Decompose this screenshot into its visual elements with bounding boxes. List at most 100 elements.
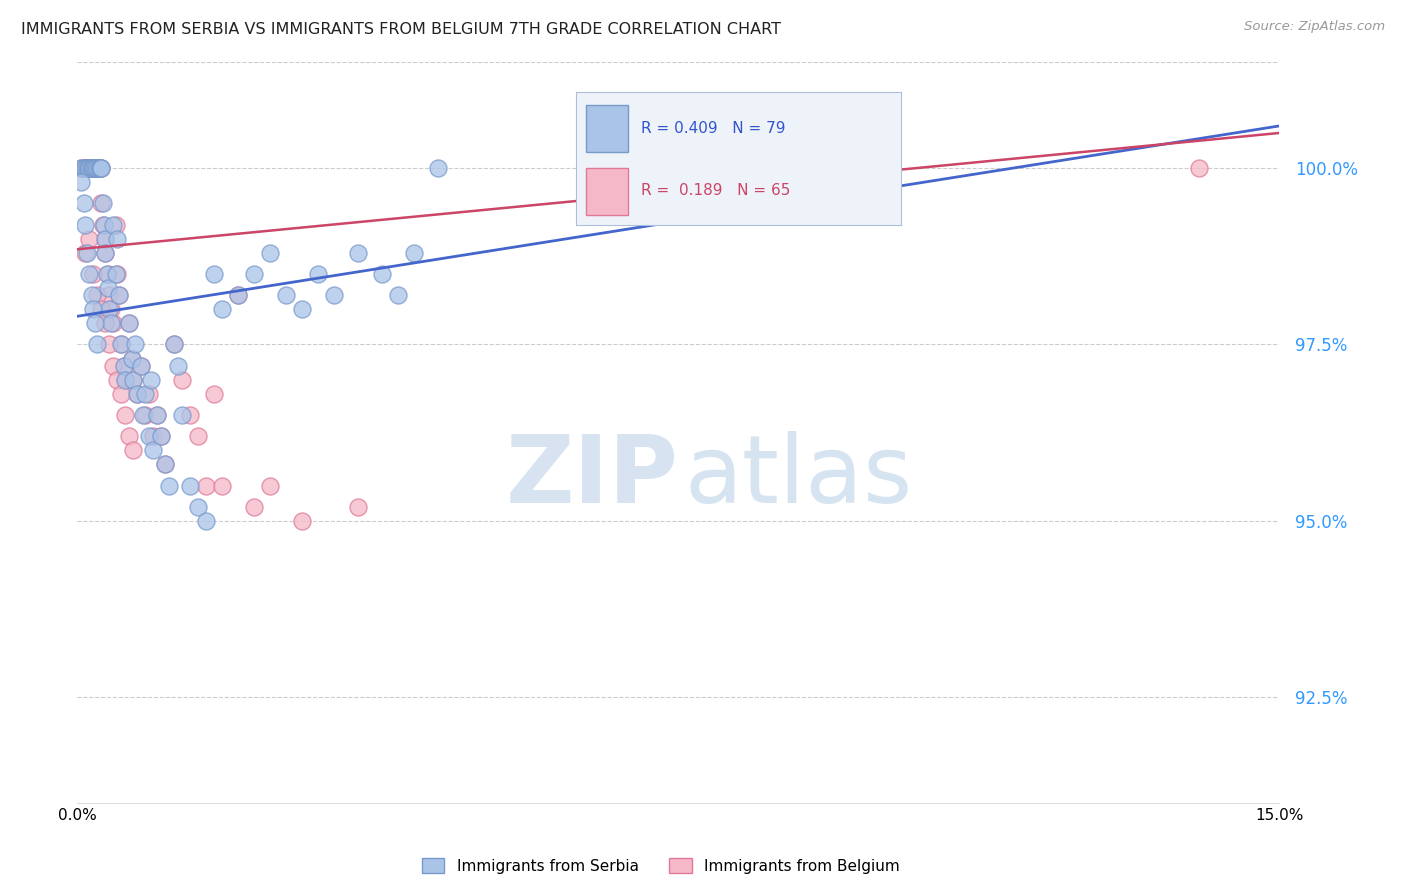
Point xyxy=(226,288,249,302)
Point xyxy=(104,218,127,232)
Point xyxy=(124,337,146,351)
Point xyxy=(73,196,96,211)
Point xyxy=(86,161,108,176)
Point xyxy=(75,161,97,176)
Point xyxy=(134,387,156,401)
Point xyxy=(122,373,145,387)
Point xyxy=(202,387,225,401)
Point xyxy=(211,302,233,317)
Point xyxy=(118,429,141,443)
Point xyxy=(118,316,141,330)
Point xyxy=(82,161,104,176)
Point xyxy=(187,500,209,514)
Point xyxy=(108,288,131,302)
Point xyxy=(114,373,136,387)
Point xyxy=(79,161,101,176)
Point xyxy=(107,267,129,281)
Point xyxy=(80,288,103,302)
Legend: Immigrants from Serbia, Immigrants from Belgium: Immigrants from Serbia, Immigrants from … xyxy=(415,852,907,880)
Point xyxy=(89,161,111,176)
Text: IMMIGRANTS FROM SERBIA VS IMMIGRANTS FROM BELGIUM 7TH GRADE CORRELATION CHART: IMMIGRANTS FROM SERBIA VS IMMIGRANTS FRO… xyxy=(21,22,782,37)
Point xyxy=(89,161,111,176)
Point xyxy=(82,161,104,176)
Point xyxy=(187,429,209,443)
Point xyxy=(100,316,122,330)
Point xyxy=(131,359,153,373)
Point xyxy=(291,514,314,528)
Point xyxy=(146,408,169,422)
Point xyxy=(90,161,112,176)
Point xyxy=(76,161,98,176)
Point xyxy=(76,161,98,176)
Point xyxy=(194,478,217,492)
Point xyxy=(103,316,125,330)
Point xyxy=(94,245,117,260)
Point xyxy=(91,196,114,211)
Point xyxy=(138,429,160,443)
Point xyxy=(242,267,264,281)
Point xyxy=(86,161,108,176)
Point xyxy=(110,337,132,351)
Point xyxy=(347,500,370,514)
Point xyxy=(98,302,121,317)
Point xyxy=(76,245,98,260)
Point xyxy=(96,267,118,281)
Point xyxy=(179,478,201,492)
Point xyxy=(70,175,93,189)
Point xyxy=(94,245,117,260)
Point xyxy=(170,373,193,387)
Point xyxy=(79,161,101,176)
Point xyxy=(259,245,281,260)
Point xyxy=(142,429,165,443)
Point xyxy=(211,478,233,492)
Point xyxy=(159,478,181,492)
Point xyxy=(242,500,264,514)
Point xyxy=(97,281,120,295)
Point xyxy=(134,408,156,422)
Point xyxy=(387,288,409,302)
Point xyxy=(93,218,115,232)
Point xyxy=(75,161,97,176)
Point xyxy=(73,161,96,176)
Point xyxy=(179,408,201,422)
Point xyxy=(86,288,108,302)
Point xyxy=(90,161,112,176)
Point xyxy=(70,161,93,176)
Point xyxy=(307,267,329,281)
Point xyxy=(80,161,103,176)
Point xyxy=(131,359,153,373)
Point xyxy=(82,161,104,176)
Point xyxy=(121,351,143,366)
Text: atlas: atlas xyxy=(685,431,912,523)
Point xyxy=(150,429,173,443)
Point xyxy=(347,245,370,260)
Point xyxy=(73,161,96,176)
Point xyxy=(107,232,129,246)
Point xyxy=(82,302,104,317)
Point xyxy=(87,161,110,176)
Point xyxy=(70,161,93,176)
Point xyxy=(112,359,135,373)
Point xyxy=(90,302,112,317)
Point xyxy=(84,161,107,176)
Point xyxy=(127,387,149,401)
Point xyxy=(114,408,136,422)
Point xyxy=(76,161,98,176)
Point xyxy=(122,443,145,458)
Point xyxy=(155,458,177,472)
Point xyxy=(104,267,127,281)
Point xyxy=(274,288,297,302)
Point xyxy=(166,359,188,373)
Point xyxy=(103,218,125,232)
Point xyxy=(79,267,101,281)
Point xyxy=(427,161,450,176)
Point xyxy=(90,196,112,211)
Point xyxy=(226,288,249,302)
Point xyxy=(1188,161,1211,176)
Point xyxy=(139,373,162,387)
Point xyxy=(86,161,108,176)
Point xyxy=(259,478,281,492)
Point xyxy=(94,232,117,246)
Point xyxy=(121,351,143,366)
Point xyxy=(79,161,101,176)
